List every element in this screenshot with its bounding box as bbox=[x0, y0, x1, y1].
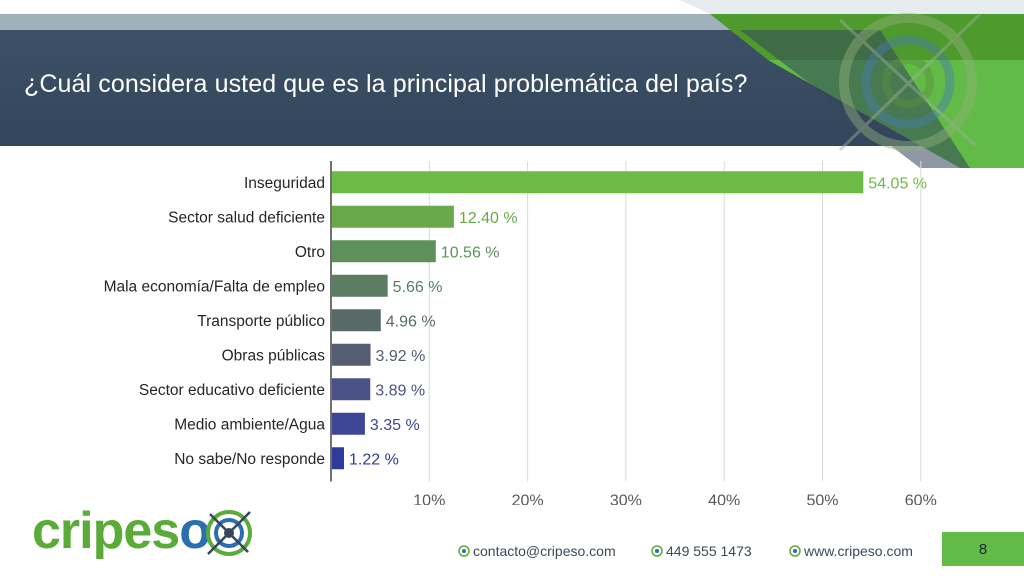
target-emblem-icon bbox=[838, 12, 982, 152]
footer-phone[interactable]: 449 555 1473 bbox=[651, 540, 752, 562]
cripeso-logo: cripeso bbox=[32, 500, 252, 562]
target-bullet-icon bbox=[458, 545, 470, 557]
data-label: 10.56 % bbox=[441, 244, 500, 261]
x-tick-label: 50% bbox=[806, 493, 838, 506]
logo-target-icon bbox=[206, 510, 252, 556]
bar bbox=[332, 240, 436, 263]
corner-decoration bbox=[680, 0, 1024, 168]
footer-website[interactable]: www.cripeso.com bbox=[789, 540, 913, 562]
data-label: 3.35 % bbox=[370, 417, 420, 434]
category-label: No sabe/No responde bbox=[174, 451, 325, 468]
bar bbox=[332, 412, 365, 435]
category-label: Otro bbox=[295, 244, 325, 261]
category-label: Mala economía/Falta de empleo bbox=[104, 278, 325, 295]
logo-text: cripes bbox=[32, 502, 180, 560]
bar bbox=[332, 171, 864, 194]
target-bullet-icon bbox=[789, 545, 801, 557]
data-label: 4.96 % bbox=[386, 313, 436, 330]
data-label: 3.89 % bbox=[375, 382, 425, 399]
x-tick-label: 20% bbox=[512, 493, 544, 506]
category-label: Medio ambiente/Agua bbox=[174, 416, 325, 433]
x-tick-label: 30% bbox=[610, 493, 642, 506]
bar bbox=[332, 447, 344, 470]
bar bbox=[332, 205, 454, 228]
footer-email[interactable]: contacto@cripeso.com bbox=[458, 540, 616, 562]
x-tick-label: 10% bbox=[413, 493, 445, 506]
data-label: 5.66 % bbox=[393, 279, 443, 296]
page-title: ¿Cuál considera usted que es la principa… bbox=[24, 70, 748, 98]
category-label: Obras públicas bbox=[222, 347, 326, 364]
data-label: 1.22 % bbox=[349, 451, 399, 468]
data-label: 12.40 % bbox=[459, 210, 518, 227]
category-label: Sector educativo deficiente bbox=[139, 382, 325, 399]
bar bbox=[332, 343, 371, 366]
category-label: Transporte público bbox=[197, 313, 325, 330]
category-label: Inseguridad bbox=[244, 175, 325, 192]
logo-o: o bbox=[179, 502, 211, 560]
email-text: contacto@cripeso.com bbox=[473, 543, 616, 559]
website-text: www.cripeso.com bbox=[804, 543, 913, 559]
target-bullet-icon bbox=[651, 545, 663, 557]
bar-chart: 10% 20% 30% 40% 50% 60% Inseguridad 54.05 % Sect… bbox=[104, 161, 937, 506]
x-tick-label: 40% bbox=[708, 493, 740, 506]
bar bbox=[332, 309, 381, 332]
bar bbox=[332, 274, 388, 297]
x-tick-label: 60% bbox=[905, 493, 937, 506]
data-label: 3.92 % bbox=[376, 348, 426, 365]
page-number: 8 bbox=[942, 532, 1024, 566]
bar bbox=[332, 378, 371, 401]
phone-text: 449 555 1473 bbox=[666, 543, 752, 559]
category-label: Sector salud deficiente bbox=[168, 209, 325, 226]
data-label: 54.05 % bbox=[868, 175, 927, 192]
